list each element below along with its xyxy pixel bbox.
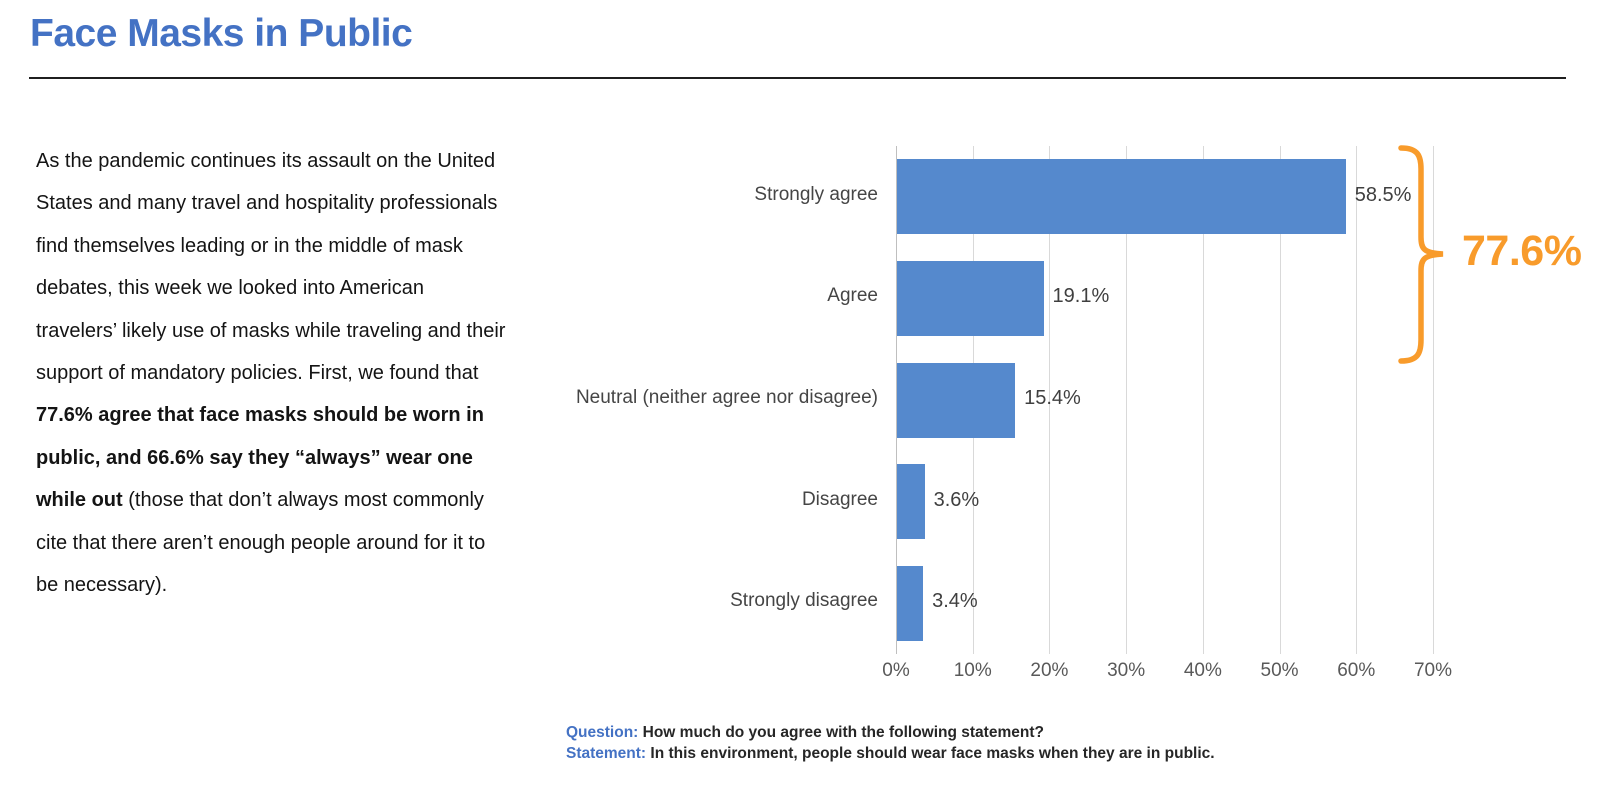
gridline [1356, 146, 1358, 654]
statement-label: Statement: [566, 745, 647, 762]
x-axis-tick-label: 40% [1183, 660, 1222, 681]
x-axis-tick-label: 30% [1107, 660, 1146, 681]
value-label: 19.1% [1052, 285, 1110, 308]
body-paragraph: As the pandemic continues its assault on… [36, 140, 506, 606]
gridline [1126, 146, 1128, 654]
question-label: Question: [566, 724, 639, 741]
footnote-question-line: Question: How much do you agree with the… [566, 722, 1215, 743]
gridline [1432, 146, 1434, 654]
category-label: Strongly disagree [730, 590, 878, 612]
bar-disagree [897, 464, 925, 540]
value-label: 58.5% [1354, 183, 1412, 206]
value-label: 3.6% [933, 488, 980, 511]
title-divider [29, 77, 1566, 79]
category-label: Agree [827, 285, 878, 307]
bar-agree [897, 260, 1044, 336]
footnote-statement-line: Statement: In this environment, people s… [566, 743, 1215, 764]
gridline [1049, 146, 1051, 654]
chart-footnote: Question: How much do you agree with the… [566, 722, 1215, 764]
gridline [1279, 146, 1281, 654]
x-axis-tick-label: 20% [1030, 660, 1069, 681]
statement-text: In this environment, people should wear … [646, 745, 1215, 762]
x-axis-tick-label: 60% [1337, 660, 1376, 681]
x-axis-tick-label: 50% [1260, 660, 1299, 681]
body-text-segment: (those that don’t always most commonly c… [36, 489, 486, 597]
x-axis-tick-label: 70% [1413, 660, 1452, 681]
gridline [1202, 146, 1204, 654]
gridline [896, 146, 897, 654]
category-label: Disagree [801, 488, 878, 510]
annotation-value: 77.6% [1462, 227, 1582, 275]
x-axis-tick-label: 0% [882, 660, 910, 681]
body-text-bold-segment: 77.6% agree that face masks should be wo… [36, 404, 484, 512]
category-label: Neutral (neither agree nor disagree) [575, 387, 878, 408]
page-title: Face Masks in Public [30, 12, 413, 55]
category-label: Strongly agree [754, 183, 878, 205]
value-label: 3.4% [932, 590, 978, 613]
x-axis-tick-label: 10% [953, 660, 992, 681]
value-label: 15.4% [1024, 387, 1081, 409]
brace-annotation-icon [1398, 145, 1444, 364]
bar-strongly-disagree [897, 565, 924, 641]
bar-neutral-neither-agree-nor-disagree [897, 362, 1016, 438]
question-text: How much do you agree with the following… [638, 724, 1044, 741]
body-text-segment: As the pandemic continues its assault on… [36, 150, 506, 385]
bar-strongly-agree [897, 159, 1346, 235]
